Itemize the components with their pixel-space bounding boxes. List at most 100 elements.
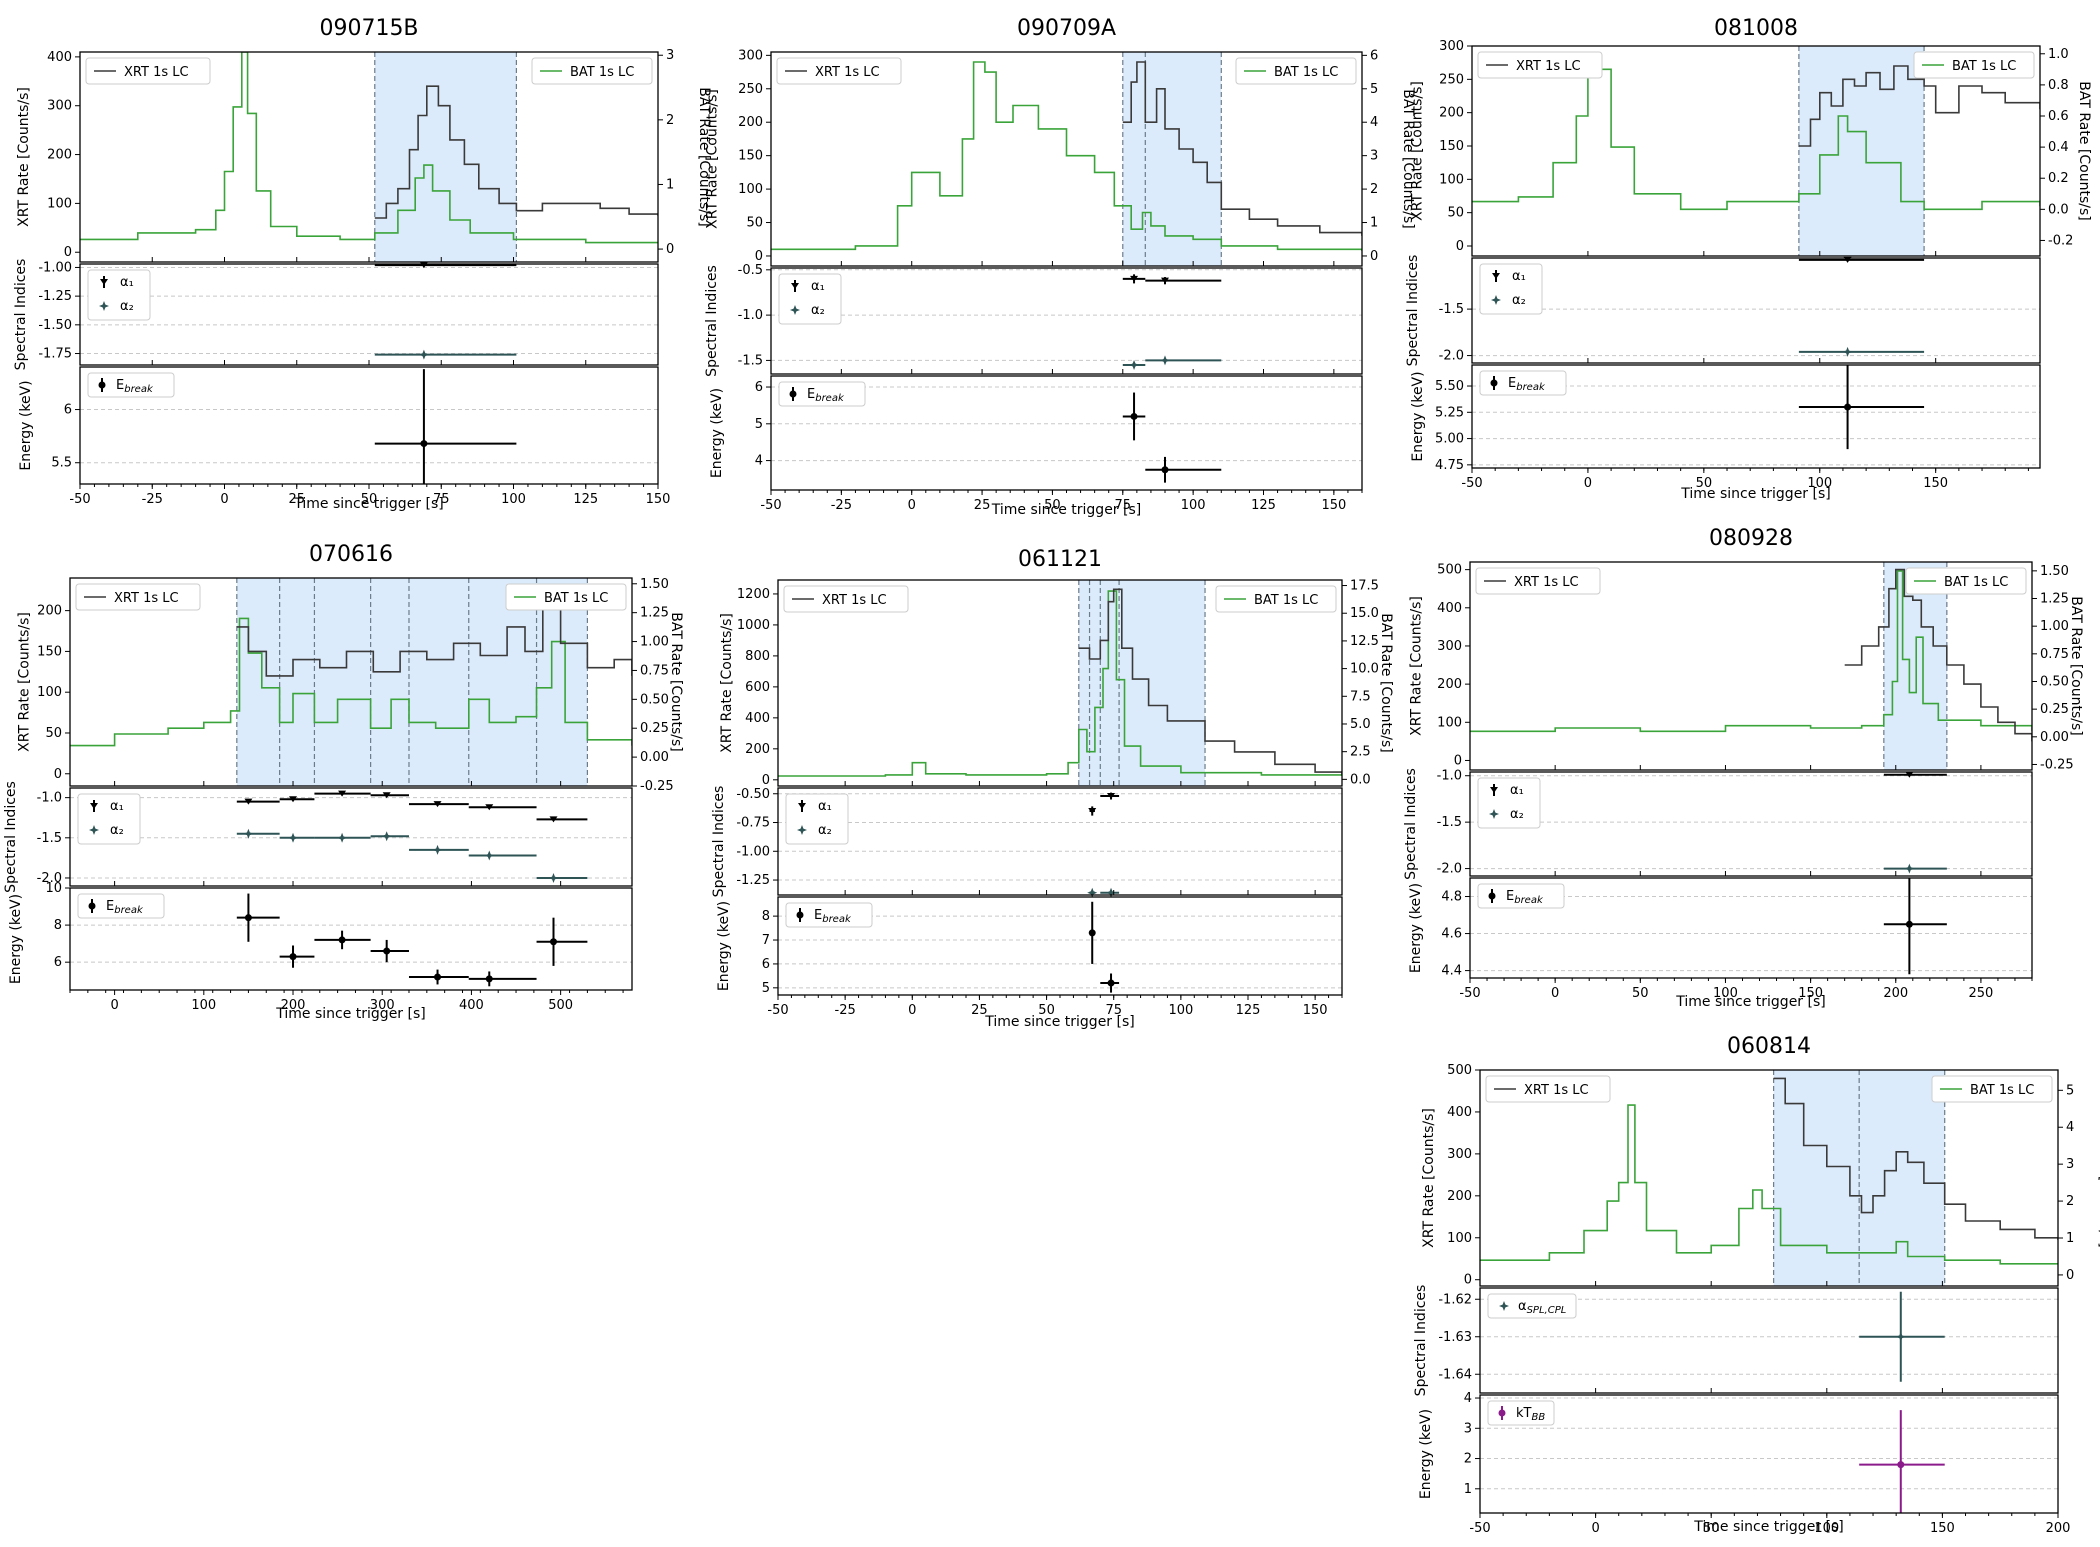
idx-ytick-label: -1.62 xyxy=(1438,1292,1472,1307)
lc-ytick-label: 200 xyxy=(37,604,62,619)
bat-legend: BAT 1s LC xyxy=(1235,57,1357,85)
lc-ytick-label: 0 xyxy=(755,249,763,264)
lc-ytick-label: 0 xyxy=(1456,239,1464,254)
energy-legend-label: Ebreak xyxy=(1508,376,1546,393)
idx-ytick-label: -1.5 xyxy=(1439,302,1464,317)
energy-xtick-label: 50 xyxy=(1038,1003,1055,1018)
xrt-legend: XRT 1s LC xyxy=(1477,51,1603,79)
lc-y2tick-label: 1.50 xyxy=(640,577,669,592)
energy-xtick-label: 50 xyxy=(1632,986,1649,1001)
lc-y2tick-label: 1.00 xyxy=(640,635,669,650)
bat-rate-axis-label: BAT Rate [Counts/s] xyxy=(2076,81,2092,220)
alpha2-legend-label: α₂ xyxy=(818,823,832,838)
energy-axis-label: Energy (keV) xyxy=(716,901,732,991)
lc-y2tick-label: 0.4 xyxy=(2048,140,2069,155)
xrt-light-curve xyxy=(236,597,632,677)
bat-rate-axis-label: BAT Rate [Counts/s] xyxy=(668,612,684,751)
energy-point xyxy=(1088,929,1096,937)
energy-xtick-label: 150 xyxy=(1321,498,1346,513)
lc-ytick-label: 500 xyxy=(1447,1063,1472,1078)
lc-ytick-label: 100 xyxy=(1437,715,1462,730)
lc-ytick-label: 600 xyxy=(745,680,770,695)
lc-ytick-label: 800 xyxy=(745,649,770,664)
alpha1-point xyxy=(1088,808,1097,815)
energy-legend: Ebreak xyxy=(1479,370,1567,396)
lc-ytick-label: 0 xyxy=(54,767,62,782)
lc-ytick-label: 150 xyxy=(37,644,62,659)
energy-axis-label: Energy (keV) xyxy=(1410,371,1426,461)
alpha2-legend-label: α₂ xyxy=(120,299,134,314)
energy-ytick-label: 4.75 xyxy=(1435,458,1464,473)
energy-axis-label: Energy (keV) xyxy=(18,380,34,470)
bat-legend-box xyxy=(531,57,653,85)
time-axis-label: Time since trigger [s] xyxy=(1693,1519,1843,1535)
energy-xtick-label: 150 xyxy=(1798,986,1823,1001)
energy-xtick-label: 150 xyxy=(1303,1003,1328,1018)
bat-legend-box xyxy=(1235,57,1357,85)
energy-xtick-label: 0 xyxy=(110,998,118,1013)
bat-legend-label: BAT 1s LC xyxy=(1952,59,2016,74)
alpha2-point xyxy=(1842,346,1853,357)
lc-y2tick-label: 12.5 xyxy=(1350,634,1379,649)
alpha2-legend-marker xyxy=(790,305,800,315)
idx-ytick-label: -1.75 xyxy=(38,347,72,362)
analysis-interval-shade xyxy=(236,578,588,786)
lc-curves xyxy=(771,61,1362,251)
bat-legend-label: BAT 1s LC xyxy=(1254,593,1318,608)
energy-xtick-label: 100 xyxy=(1168,1003,1193,1018)
xrt-rate-axis-label: XRT Rate [Counts/s] xyxy=(704,89,720,229)
xrt-legend-label: XRT 1s LC xyxy=(815,65,880,80)
energy-xtick-label: 200 xyxy=(1883,986,1908,1001)
energy-axes-frame xyxy=(1471,364,2041,469)
energy-legend-label-base: E xyxy=(106,899,114,914)
index-legend: α₁ α₂ xyxy=(1477,777,1541,829)
energy-legend-label: Ebreak xyxy=(807,387,845,404)
lc-ytick-label: 150 xyxy=(738,149,763,164)
lc-y2tick-label: 3 xyxy=(666,48,674,63)
time-axis-label: Time since trigger [s] xyxy=(1680,486,1830,502)
energy-xtick-label: -50 xyxy=(1469,1521,1490,1536)
alpha2-legend-label: α₂ xyxy=(1512,293,1526,308)
energy-xtick-label: 200 xyxy=(2046,1521,2071,1536)
energy-xtick-label: 25 xyxy=(971,1003,988,1018)
lc-y2tick-label: 4 xyxy=(1370,115,1378,130)
alpha1-point xyxy=(1905,771,1914,778)
lc-y2tick-label: 0.50 xyxy=(640,692,669,707)
energy-ytick-label: 4 xyxy=(1464,1391,1472,1406)
index-legend-marker xyxy=(1499,1301,1509,1311)
idx-ytick-label: -0.5 xyxy=(738,263,763,278)
energy-legend-box xyxy=(1487,1400,1555,1426)
energy-axes-frame xyxy=(69,887,633,991)
energy-point xyxy=(383,947,391,955)
lc-ytick-label: 0 xyxy=(1464,1273,1472,1288)
idx-ytick-label: -1.0 xyxy=(738,308,763,323)
energy-xtick-label: 100 xyxy=(501,492,526,507)
lc-ytick-label: 400 xyxy=(745,711,770,726)
lc-ytick-label: 300 xyxy=(738,48,763,63)
bat-light-curve xyxy=(1470,570,2032,733)
bat-legend: BAT 1s LC xyxy=(1913,51,2035,79)
lc-ytick-label: 250 xyxy=(1439,72,1464,87)
lc-ytick-label: 200 xyxy=(1437,677,1462,692)
idx-ytick-label: -1.25 xyxy=(38,289,72,304)
alpha2-point xyxy=(432,844,443,855)
idx-ytick-label: -2.0 xyxy=(37,871,62,886)
energy-legend-label-subscript: break xyxy=(1516,382,1546,393)
energy-point xyxy=(338,936,346,944)
energy-point xyxy=(1897,1461,1905,1469)
lc-curves xyxy=(1480,1077,2058,1265)
energy-xtick-label: 75 xyxy=(1105,1003,1122,1018)
energy-ytick-label: 8 xyxy=(762,909,770,924)
lc-y2tick-label: 1 xyxy=(2066,1231,2074,1246)
energy-point xyxy=(1844,403,1852,411)
energy-legend-box xyxy=(785,902,873,928)
alpha1-point xyxy=(338,790,347,797)
energy-xtick-label: 0 xyxy=(1584,476,1592,491)
alpha1-legend-label: α₁ xyxy=(110,799,124,814)
bat-legend: BAT 1s LC xyxy=(505,583,627,611)
energy-legend-label-subscript: break xyxy=(822,914,852,925)
energy-ytick-label: 5.25 xyxy=(1435,405,1464,420)
lc-curves xyxy=(778,588,1342,777)
energy-point xyxy=(1905,920,1913,928)
bat-rate-axis-label: BAT Rate [Counts/s] xyxy=(696,87,712,226)
